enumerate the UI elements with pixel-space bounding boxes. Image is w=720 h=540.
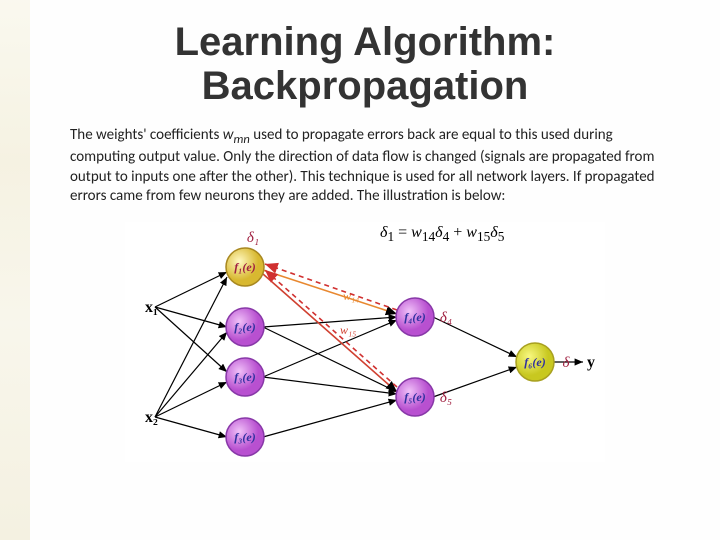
slide-content: Learning Algorithm: Backpropagation The … [0, 0, 720, 482]
svg-text:f₃(e): f₃(e) [234, 430, 256, 444]
svg-text:f₄(e): f₄(e) [404, 310, 426, 324]
svg-text:δ: δ [563, 355, 571, 371]
svg-text:f₁(e): f₁(e) [234, 260, 256, 274]
slide-title: Learning Algorithm: Backpropagation [70, 20, 660, 108]
title-line-1: Learning Algorithm: [175, 20, 556, 64]
svg-text:f₃(e): f₃(e) [234, 370, 256, 384]
body-text: The weights' coefficients wmn used to pr… [70, 126, 660, 207]
svg-text:f₅(e): f₅(e) [404, 390, 426, 404]
svg-text:x₂: x₂ [145, 409, 158, 426]
svg-text:x₁: x₁ [145, 299, 158, 316]
svg-text:f₂(e): f₂(e) [234, 320, 256, 334]
svg-text:w₁₄: w₁₄ [343, 289, 359, 303]
svg-text:δ₁: δ₁ [247, 230, 259, 246]
network-svg: w₁₄ w₁₅ f₁(e) δ₁ f₂(e) f₃(e) f₄(e) δ₄ f₅(e) δ₅ f₆(… [125, 222, 605, 462]
network-diagram: δ1 = w14δ4 + w15δ5 [125, 222, 605, 462]
svg-text:f₆(e): f₆(e) [524, 355, 546, 369]
delta-formula: δ1 = w14δ4 + w15δ5 [380, 224, 504, 245]
svg-text:δ₅: δ₅ [440, 390, 452, 406]
svg-text:δ₄: δ₄ [440, 310, 452, 326]
title-line-2: Backpropagation [202, 64, 529, 108]
svg-text:w₁₅: w₁₅ [340, 323, 356, 337]
svg-text:y: y [587, 354, 595, 371]
